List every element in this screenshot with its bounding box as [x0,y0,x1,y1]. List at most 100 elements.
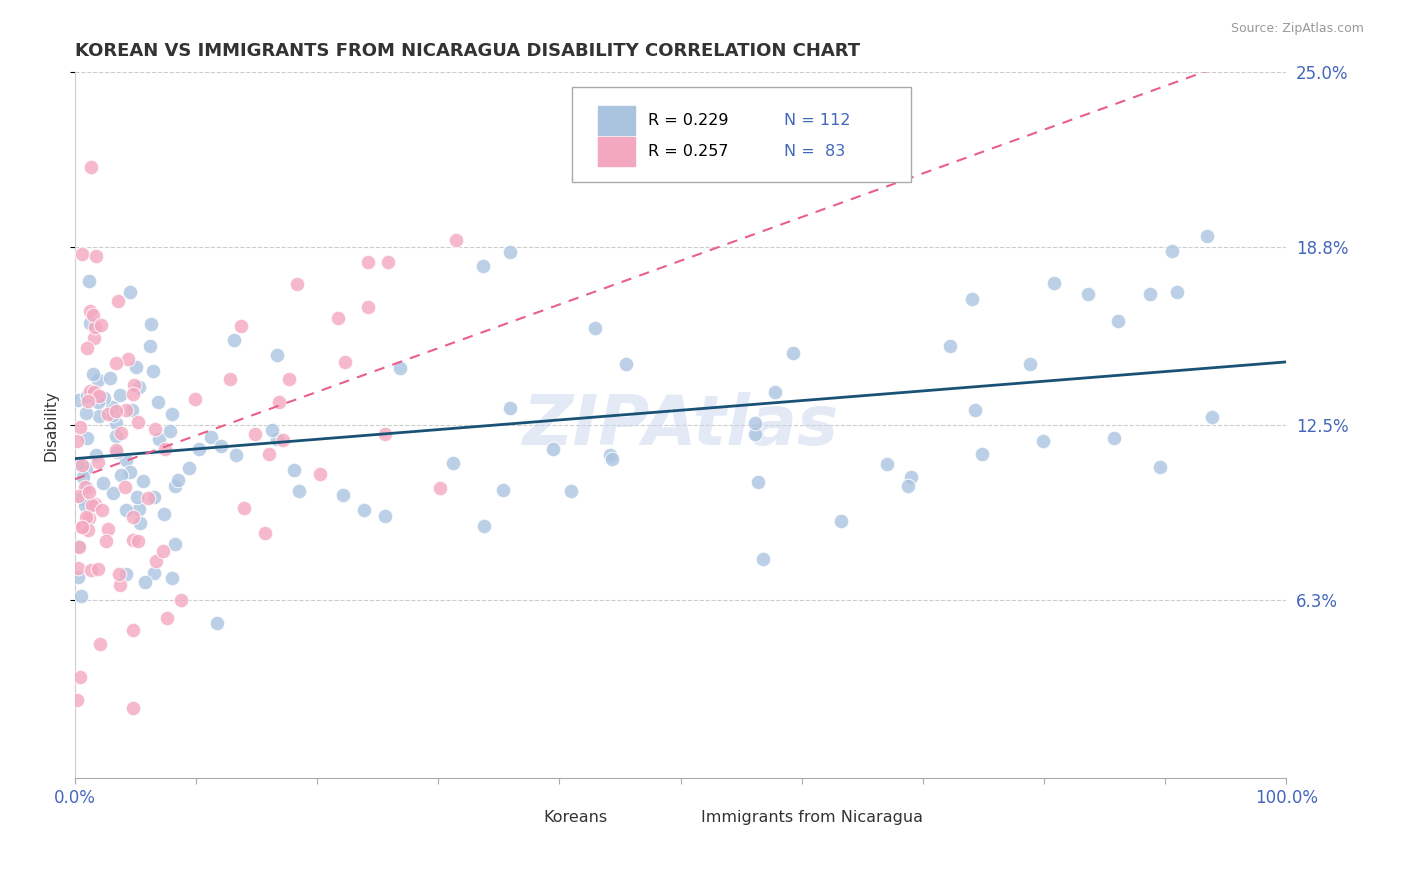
Point [114,480,136,494]
Point [335,355,357,369]
Point [614,357,637,371]
Point [143,422,166,436]
Point [83,331,105,345]
Text: Koreans: Koreans [544,810,607,824]
Point [118,285,141,299]
Point [744,426,766,441]
Point [80,160,103,174]
Point [84,448,107,462]
Point [72,247,94,261]
Point [122,386,145,401]
Point [136,491,159,505]
Point [541,442,564,456]
Point [76,341,98,355]
Point [145,554,167,568]
Point [101,408,124,422]
Point [443,456,465,470]
Point [89,318,111,332]
Point [87,373,110,387]
Point [1018,357,1040,371]
Point [377,255,399,269]
Point [66,434,89,449]
Point [744,416,766,430]
Text: R = 0.257: R = 0.257 [648,144,728,159]
Point [79,304,101,318]
Point [72,520,94,534]
Point [583,320,606,334]
Point [155,442,177,456]
Point [353,503,375,517]
Point [273,433,295,447]
Point [83,320,105,334]
Text: R = 0.229: R = 0.229 [648,113,728,128]
Point [122,700,145,714]
Point [104,429,127,443]
Point [900,470,922,484]
Point [108,388,131,402]
Point [160,407,183,421]
Point [357,254,380,268]
Point [209,439,232,453]
Point [159,424,181,438]
Point [939,338,962,352]
Point [80,563,103,577]
Point [127,415,149,429]
Point [97,522,120,536]
Point [876,457,898,471]
Point [98,371,121,385]
Point [118,465,141,479]
Point [747,475,769,490]
Point [108,578,131,592]
Bar [598,137,634,166]
Point [499,245,522,260]
Point [121,403,143,417]
Point [389,361,412,376]
Point [446,233,468,247]
Point [138,339,160,353]
Point [763,384,786,399]
Point [87,395,110,409]
Point [107,294,129,309]
Point [69,419,91,434]
Point [143,566,166,580]
Point [114,403,136,417]
Point [83,384,105,399]
Text: Source: ZipAtlas.com: Source: ZipAtlas.com [1230,22,1364,36]
Point [67,393,90,408]
Point [152,507,174,521]
Point [91,503,114,517]
Point [75,461,97,475]
Point [134,575,156,590]
FancyBboxPatch shape [572,87,911,182]
Point [219,372,242,386]
Point [93,475,115,490]
Point [499,401,522,416]
Point [285,277,308,291]
Point [1032,434,1054,449]
Point [82,368,104,382]
Point [114,503,136,517]
Point [960,292,983,306]
Point [288,483,311,498]
Point [156,611,179,625]
Point [105,445,128,459]
Point [970,447,993,461]
Point [89,389,111,403]
Point [183,392,205,407]
Point [77,511,100,525]
Point [332,488,354,502]
Point [105,356,128,370]
Point [66,489,89,503]
Point [148,433,170,447]
Point [121,624,143,638]
Point [1197,228,1219,243]
Point [114,452,136,467]
Point [70,520,93,534]
Point [97,408,120,422]
Point [165,537,187,551]
Point [82,308,104,322]
Text: N = 112: N = 112 [783,113,851,128]
Point [79,484,101,499]
Point [76,393,98,408]
Point [1161,244,1184,258]
